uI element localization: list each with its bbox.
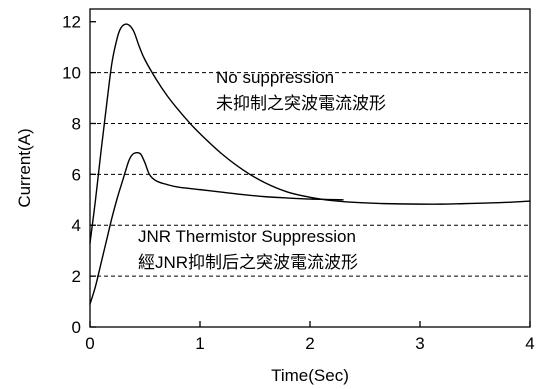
y-axis-title: Current(A) bbox=[15, 128, 34, 207]
series-line-1 bbox=[89, 23, 531, 244]
grid-lines bbox=[90, 72, 530, 277]
x-axis-title: Time(Sec) bbox=[271, 366, 349, 385]
annotation-no-suppression-chinese: 未抑制之突波電流波形 bbox=[216, 94, 386, 113]
y-tick-label: 4 bbox=[72, 216, 81, 235]
x-tick-label: 0 bbox=[85, 334, 94, 353]
y-tick-label: 8 bbox=[72, 114, 81, 133]
y-tick-label: 2 bbox=[72, 267, 81, 286]
series-line-2 bbox=[89, 151, 344, 305]
y-tick-label: 10 bbox=[62, 64, 81, 83]
x-tick-label: 4 bbox=[525, 334, 534, 353]
annotation-no-suppression: No suppression bbox=[216, 68, 334, 87]
x-tick-label: 3 bbox=[415, 334, 424, 353]
series-lines bbox=[89, 23, 531, 305]
x-tick-label: 1 bbox=[195, 334, 204, 353]
annotation-jnr-suppression: JNR Thermistor Suppression bbox=[138, 227, 356, 246]
y-tick-label: 6 bbox=[72, 165, 81, 184]
plot-frame bbox=[89, 8, 531, 328]
x-tick-label: 2 bbox=[305, 334, 314, 353]
annotation-jnr-suppression-chinese: 經JNR抑制后之突波電流波形 bbox=[138, 253, 358, 272]
y-tick-label: 12 bbox=[62, 13, 81, 32]
y-tick-label: 0 bbox=[72, 318, 81, 337]
